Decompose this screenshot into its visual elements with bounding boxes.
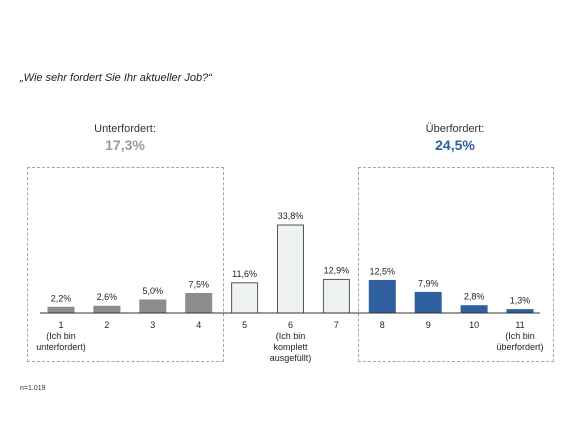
x-tick-sublabel: unterfordert) (36, 342, 86, 352)
x-tick-sublabel: überfordert) (496, 342, 543, 352)
bar-7 (322, 278, 350, 314)
overchallenged-group-box (358, 167, 554, 362)
bar-10 (460, 305, 488, 314)
x-tick-label-1: 1 (58, 320, 63, 330)
value-label-10: 2,8% (464, 292, 485, 302)
x-tick-sublabel: (Ich bin (505, 331, 535, 341)
value-label-6: 33,8% (278, 211, 304, 221)
value-label-4: 7,5% (188, 279, 209, 289)
value-label-3: 5,0% (143, 286, 164, 296)
x-tick-label-8: 8 (380, 320, 385, 330)
chart-title: „Wie sehr fordert Sie Ihr aktueller Job?… (20, 72, 212, 84)
x-tick-sublabel: (Ich bin (46, 331, 76, 341)
x-tick-label-10: 10 (469, 320, 479, 330)
underchallenged-label: Unterfordert: (94, 123, 156, 135)
bar-8 (368, 279, 396, 314)
bar-11 (506, 309, 534, 314)
x-tick-label-6: 6 (288, 320, 293, 330)
bar-5 (231, 282, 259, 314)
value-label-11: 1,3% (510, 296, 531, 306)
value-label-7: 12,9% (324, 265, 350, 275)
value-label-9: 7,9% (418, 278, 439, 288)
underchallenged-group-box (27, 167, 224, 362)
overchallenged-total: 24,5% (435, 137, 475, 153)
x-tick-label-3: 3 (150, 320, 155, 330)
bar-2 (93, 305, 121, 314)
value-label-1: 2,2% (51, 293, 72, 303)
x-tick-label-2: 2 (104, 320, 109, 330)
x-tick-sublabel: ausgefüllt) (270, 353, 312, 363)
value-label-8: 12,5% (370, 266, 396, 276)
sample-size-note: n=1.019 (20, 385, 46, 392)
x-tick-label-7: 7 (334, 320, 339, 330)
underchallenged-total: 17,3% (105, 137, 145, 153)
overchallenged-label: Überfordert: (425, 123, 485, 135)
x-tick-label-9: 9 (426, 320, 431, 330)
x-tick-label-11: 11 (515, 320, 524, 330)
bar-6 (277, 224, 304, 314)
x-tick-sublabel: (Ich bin (276, 331, 306, 341)
x-tick-label-4: 4 (196, 320, 201, 330)
bar-3 (139, 299, 167, 314)
bar-9 (414, 291, 442, 314)
x-tick-label-5: 5 (242, 320, 247, 330)
x-tick-sublabel: komplett (273, 342, 308, 352)
value-label-2: 2,6% (97, 292, 118, 302)
bar-4 (185, 292, 213, 314)
bar-1 (47, 306, 75, 314)
value-label-5: 11,6% (232, 269, 257, 279)
